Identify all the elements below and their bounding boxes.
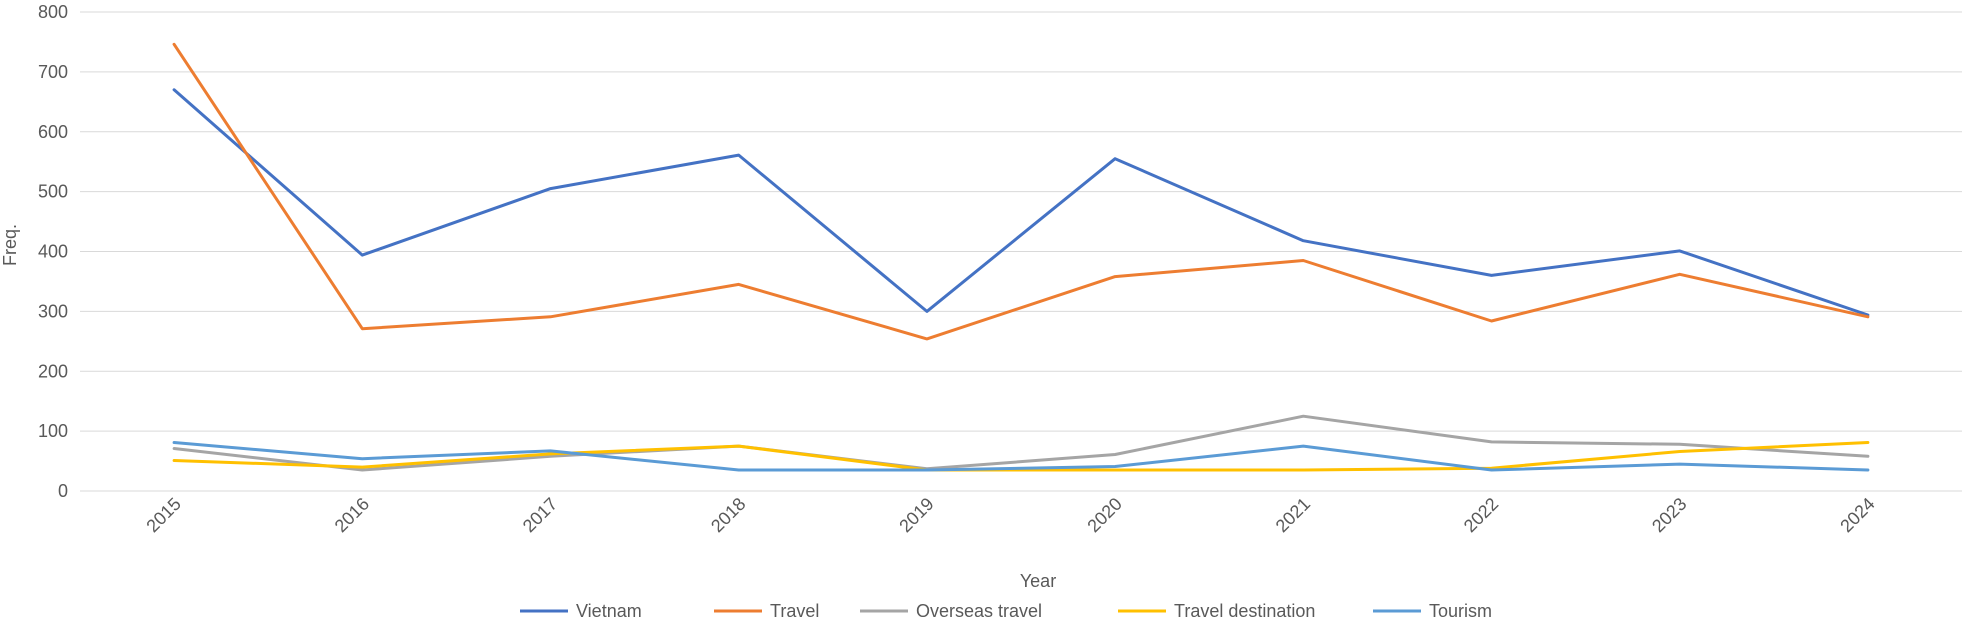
x-tick-label: 2016	[331, 494, 373, 536]
x-tick-label: 2021	[1272, 494, 1314, 536]
x-tick-label: 2018	[707, 494, 749, 536]
y-tick-label: 200	[38, 361, 68, 381]
x-tick-label: 2019	[895, 494, 937, 536]
y-tick-label: 700	[38, 62, 68, 82]
x-axis-label: Year	[1020, 571, 1056, 591]
series-line-vietnam	[172, 88, 1870, 317]
y-tick-label: 300	[38, 301, 68, 321]
y-tick-label: 800	[38, 2, 68, 22]
series-lines	[172, 42, 1870, 472]
series-line-overseas-travel	[172, 414, 1870, 472]
y-tick-label: 400	[38, 242, 68, 262]
x-tick-label: 2022	[1460, 494, 1502, 536]
y-tick-label: 100	[38, 421, 68, 441]
series-line-tourism	[172, 441, 1870, 472]
y-tick-label: 600	[38, 122, 68, 142]
x-tick-label: 2023	[1648, 494, 1690, 536]
legend-label: Vietnam	[576, 601, 642, 621]
y-axis-ticks: 0 100 200 300 400 500 600 700 800	[38, 2, 68, 501]
x-tick-label: 2015	[142, 494, 184, 536]
gridlines	[80, 11, 1962, 492]
x-tick-label: 2024	[1836, 494, 1878, 536]
legend-label: Travel destination	[1174, 601, 1315, 621]
legend: Vietnam Travel Overseas travel Travel desti…	[520, 601, 1492, 621]
legend-label: Travel	[770, 601, 819, 621]
y-axis-label: Freq.	[0, 224, 20, 266]
series-line-travel-destination	[172, 441, 1870, 472]
x-tick-label: 2017	[519, 494, 561, 536]
y-tick-label: 500	[38, 182, 68, 202]
y-tick-label: 0	[58, 481, 68, 501]
legend-label: Tourism	[1429, 601, 1492, 621]
x-tick-label: 2020	[1083, 494, 1125, 536]
series-line-travel	[172, 42, 1870, 341]
x-axis-ticks: 2015 2016 2017 2018 2019 2020 2021 2022 2023 2024	[142, 494, 1878, 536]
legend-label: Overseas travel	[916, 601, 1042, 621]
